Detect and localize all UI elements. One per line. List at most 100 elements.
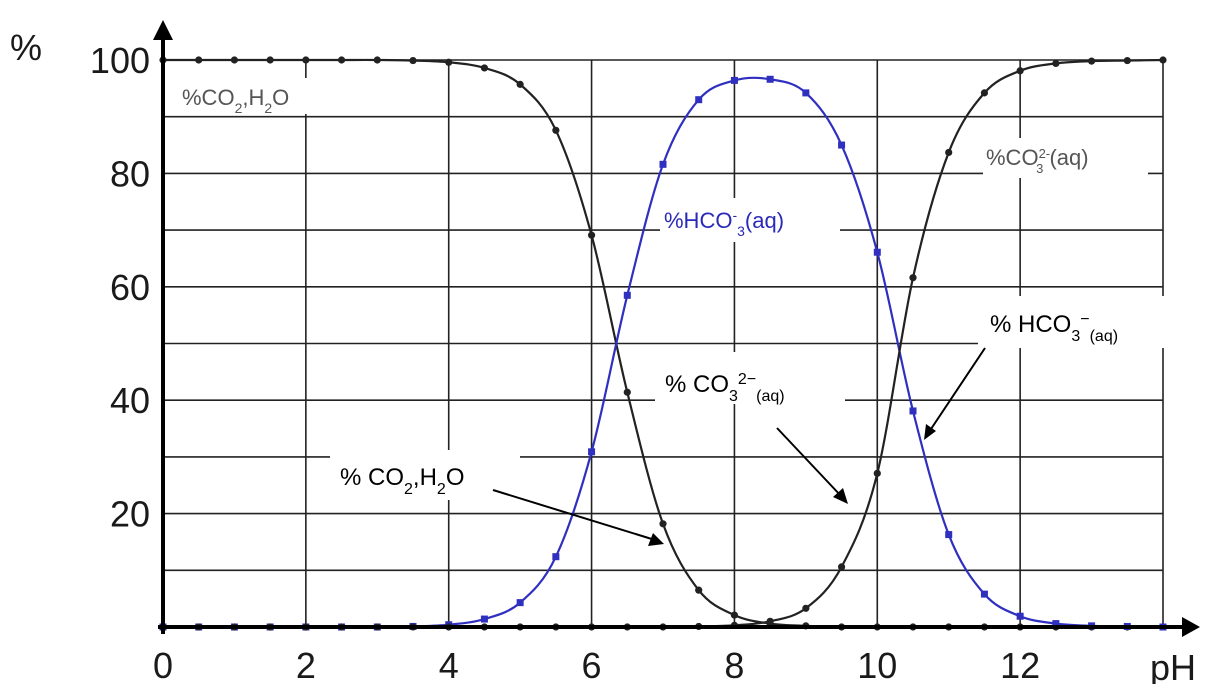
annotation-co3-sup: 2− [738, 371, 756, 388]
hco3-inner-label: %HCO-3(aq) [660, 198, 840, 242]
hco3-inner-label-text: %HCO [664, 208, 732, 233]
series-point-0-3 [266, 56, 274, 64]
series-point-0-8 [445, 58, 453, 66]
svg-text:%CO2-3 (aq): %CO2-3 (aq) [986, 145, 1089, 176]
series-point-1-9 [480, 615, 488, 623]
co3-inner-label-end: (aq) [1043, 145, 1088, 170]
series-point-0-14 [659, 520, 667, 528]
series-point-1-10 [516, 599, 524, 607]
series-point-0-12 [587, 231, 596, 239]
annotation-co3-s1: 3 [729, 388, 738, 405]
series-point-1-24 [1016, 612, 1024, 620]
x-tick-label: 6 [582, 645, 602, 684]
annotation-hco3-s1: 3 [1071, 328, 1080, 345]
co3-inner-label-sup: 2- [1039, 146, 1051, 161]
annotation-co2h2o-arrow [492, 489, 656, 541]
series-point-2-28 [1159, 56, 1167, 64]
annotation-hco3-a: % HCO [990, 311, 1071, 338]
svg-text:%HCO-3(aq): %HCO-3(aq) [664, 207, 784, 239]
svg-text:%CO2,H2O: %CO2,H2O [182, 85, 289, 116]
annotation-co2h2o-arrowhead [648, 533, 664, 546]
y-tick-label: 60 [110, 267, 150, 308]
co2-inner-label-text: %CO [182, 85, 235, 110]
y-tick-label: 80 [110, 153, 150, 194]
hco3-inner-label-sup: - [732, 207, 737, 223]
x-axis-arrow [1182, 617, 1200, 637]
annotation-co3-arrowhead [833, 488, 848, 504]
series-point-1-18 [802, 89, 810, 97]
series-point-2-24 [1016, 67, 1024, 75]
series-point-0-5 [337, 56, 346, 64]
series-point-0-4 [302, 56, 310, 64]
hco3-inner-label-sub: 3 [737, 223, 745, 239]
svg-text:% HCO3−(aq): % HCO3−(aq) [990, 311, 1118, 345]
series-point-1-20 [873, 248, 881, 256]
x-tick-label: 4 [439, 645, 459, 684]
x-tick-label: 10 [857, 645, 897, 684]
annotation-co3-a: % CO [665, 371, 729, 398]
annotation-co3-s2: (aq) [756, 388, 784, 405]
series-point-2-22 [945, 148, 953, 157]
x-tick-label: 2 [296, 645, 316, 684]
series-point-0-15 [695, 586, 703, 594]
series-point-1-17 [766, 75, 774, 83]
series-point-2-17 [766, 617, 774, 625]
co3-inner-label: %CO2-3 (aq) [983, 138, 1148, 178]
y-axis-arrow [153, 20, 173, 40]
series-point-1-21 [909, 407, 917, 415]
series-point-1-12 [588, 448, 596, 456]
y-axis-title: % [10, 27, 42, 68]
series-point-0-13 [623, 388, 631, 396]
series-point-2-27 [1123, 56, 1131, 65]
co3-inner-label-text: %CO [986, 145, 1039, 170]
series-point-2-19 [837, 563, 846, 571]
annotation-hco3: % HCO3−(aq) [924, 296, 1168, 440]
x-tick-label: 8 [724, 645, 744, 684]
series-point-2-26 [1087, 57, 1096, 65]
y-tick-label: 100 [90, 40, 150, 81]
series-point-0-1 [195, 56, 203, 64]
series-point-0-7 [409, 56, 417, 65]
annotation-hco3-sup: − [1080, 311, 1089, 328]
series-point-1-11 [552, 553, 560, 561]
series-point-2-18 [802, 604, 810, 612]
series-point-0-2 [230, 56, 239, 64]
x-tick-label: 0 [153, 645, 173, 684]
series-point-2-20 [873, 469, 881, 477]
annotation-co3: % CO32−(aq) [655, 352, 848, 504]
annotation-co2h2o-c: O [446, 464, 465, 491]
series-point-1-19 [838, 141, 846, 149]
co2-inner-label-end: O [272, 85, 289, 110]
svg-text:% CO2,H2O: % CO2,H2O [340, 464, 465, 498]
series-point-2-21 [909, 274, 917, 282]
annotation-co2h2o-s1: 2 [404, 481, 413, 498]
x-axis-title: pH [1150, 647, 1196, 684]
series-point-0-16 [730, 611, 739, 619]
series-point-1-15 [695, 96, 703, 104]
series-point-1-23 [980, 590, 988, 598]
co2-inner-label-sub1: 2 [235, 100, 243, 116]
tick-labels: 0 2 4 6 8 10 12 100 80 60 40 20 [90, 40, 1040, 684]
annotation-co2h2o-s2: 2 [437, 481, 446, 498]
co2-inner-label-mid: ,H [242, 85, 264, 110]
svg-text:% CO32−(aq): % CO32−(aq) [665, 371, 785, 405]
annotation-co2h2o-b: ,H [413, 464, 437, 491]
co2-inner-label: %CO2,H2O [175, 78, 355, 116]
series-point-0-11 [552, 126, 560, 134]
annotation-co2h2o-a: % CO [340, 464, 404, 491]
annotation-co2h2o: % CO2,H2O [330, 450, 664, 546]
y-tick-label: 40 [110, 380, 150, 421]
y-tick-label: 20 [110, 494, 150, 535]
x-tick-label: 12 [1000, 645, 1040, 684]
series-point-2-25 [1052, 59, 1060, 68]
annotation-hco3-arrowhead [924, 424, 936, 440]
annotation-hco3-arrow [928, 347, 986, 433]
series-point-1-25 [1052, 620, 1060, 628]
series-point-0-9 [480, 64, 489, 72]
series-point-1-22 [945, 531, 953, 539]
series-point-0-6 [373, 56, 381, 64]
hco3-inner-label-end: (aq) [745, 208, 784, 233]
series-point-1-14 [659, 160, 667, 168]
annotation-co3-arrow [776, 427, 843, 498]
